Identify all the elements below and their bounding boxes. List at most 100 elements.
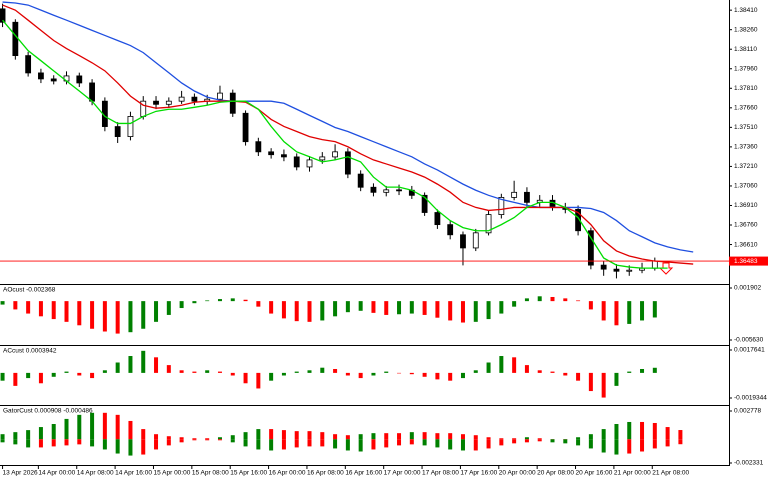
candle-body <box>25 55 32 74</box>
gator-bar <box>524 439 529 443</box>
gator-bar <box>77 414 82 440</box>
histogram-bar <box>243 372 248 384</box>
candle-body <box>549 199 556 208</box>
gator-bar <box>550 439 555 443</box>
histogram-bar <box>499 301 504 314</box>
y-tick-label: -0.005630 <box>734 337 764 344</box>
histogram-bar <box>371 301 376 313</box>
histogram-bar <box>460 301 465 323</box>
gator-bar <box>397 439 402 446</box>
gator-bar <box>13 432 18 440</box>
gator-bar <box>576 437 581 440</box>
gator-bar <box>512 439 517 444</box>
gator-bar <box>422 439 427 446</box>
gator-bar <box>26 430 31 440</box>
histogram-bar <box>51 372 56 377</box>
gator-bar <box>307 431 312 440</box>
histogram-bar <box>588 301 593 310</box>
gator-bar <box>460 434 465 440</box>
gator-bar <box>141 439 146 455</box>
gator-bar <box>524 437 529 440</box>
histogram-bar <box>141 301 146 329</box>
gator-bar <box>652 439 657 449</box>
gator-bar <box>665 439 670 447</box>
gator-bar <box>473 435 478 440</box>
gator-bar <box>409 432 414 440</box>
indicator-line <box>2 19 668 269</box>
histogram-bar <box>166 365 171 373</box>
histogram-bar <box>269 301 274 314</box>
histogram-bar <box>397 372 402 374</box>
pane-title: AOcust -0.002368 <box>3 287 56 294</box>
histogram-bar <box>13 372 18 386</box>
gator-bar <box>614 424 619 440</box>
gator-bar <box>652 422 657 440</box>
histogram-bar <box>51 301 56 320</box>
gator-bar <box>294 431 299 440</box>
gator-bar <box>90 439 95 447</box>
gator-bar <box>678 439 683 445</box>
histogram-bar <box>409 372 414 375</box>
histogram-bar <box>576 300 581 302</box>
gator-bar <box>243 439 248 447</box>
y-tick-label: 1.37660 <box>734 105 758 112</box>
gator-bar <box>601 439 606 453</box>
histogram-bar <box>358 372 363 379</box>
histogram-bar <box>601 372 606 398</box>
histogram-bar <box>333 368 338 373</box>
histogram-bar <box>64 371 69 373</box>
gator-bar <box>371 439 376 450</box>
candle-body <box>421 194 428 213</box>
y-tick-label: 1.37960 <box>734 65 758 72</box>
histogram-bar <box>102 370 107 373</box>
gator-bar <box>217 439 222 441</box>
histogram-bar <box>115 362 120 373</box>
histogram-bar <box>333 301 338 317</box>
x-tick-label: 17 Apr 08:00 <box>422 470 459 477</box>
histogram-bar <box>256 372 261 389</box>
candle-body <box>357 173 364 188</box>
y-tick-label: 0.001902 <box>734 285 761 292</box>
y-tick-label: 1.36610 <box>734 241 758 248</box>
histogram-bar <box>448 301 453 321</box>
candle-body <box>651 260 658 269</box>
histogram-bar <box>77 301 82 326</box>
gator-bar <box>435 433 440 440</box>
candle-body <box>600 264 607 270</box>
candle-body <box>370 186 377 193</box>
pane-title: GatorCust 0.000908 -0.000486 <box>3 408 93 415</box>
y-tick-label: 0.002778 <box>734 408 761 415</box>
gator-bar <box>473 439 478 451</box>
gator-bar <box>281 439 286 450</box>
histogram-bar <box>0 372 5 381</box>
candle-body <box>217 92 223 100</box>
histogram-bar <box>128 301 133 333</box>
x-tick-label: 14 Apr 00:00 <box>38 470 75 477</box>
histogram-bar <box>435 372 440 380</box>
histogram-bar <box>576 372 581 381</box>
histogram-bar <box>409 301 414 314</box>
candle-body <box>281 154 287 158</box>
gator-bar <box>13 439 18 445</box>
y-tick-label: 1.38260 <box>734 26 758 33</box>
x-tick-label: 14 Apr 08:00 <box>77 470 114 477</box>
histogram-bar <box>524 298 529 302</box>
x-tick-label: 16 Apr 00:00 <box>269 470 306 477</box>
gator-bar <box>320 432 325 440</box>
histogram-bar <box>26 372 31 379</box>
gator-bar <box>448 433 453 440</box>
histogram-bar <box>307 301 312 322</box>
gator-bar <box>678 430 683 440</box>
histogram-bar <box>499 356 504 373</box>
histogram-bar <box>652 367 657 373</box>
indicator-line <box>2 4 694 265</box>
gator-bar <box>358 434 363 440</box>
y-tick-label: 1.38110 <box>734 46 757 53</box>
histogram-bar <box>179 301 184 309</box>
gator-bar <box>51 439 56 447</box>
gator-bar <box>588 439 593 449</box>
x-tick-label: 16 Apr 08:00 <box>307 470 344 477</box>
y-tick-label: 0.0017641 <box>734 347 765 354</box>
current-price-label: 1.36483 <box>734 258 758 265</box>
gator-bar <box>243 432 248 440</box>
